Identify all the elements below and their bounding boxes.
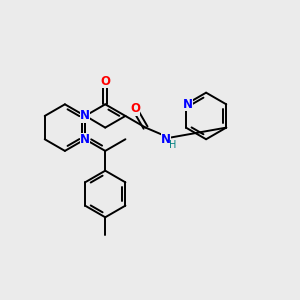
Text: H: H	[169, 140, 176, 150]
Text: O: O	[100, 75, 110, 88]
Text: N: N	[182, 98, 192, 111]
Text: N: N	[80, 133, 90, 146]
Text: N: N	[80, 110, 90, 122]
Text: N: N	[161, 133, 171, 146]
Text: O: O	[130, 103, 140, 116]
